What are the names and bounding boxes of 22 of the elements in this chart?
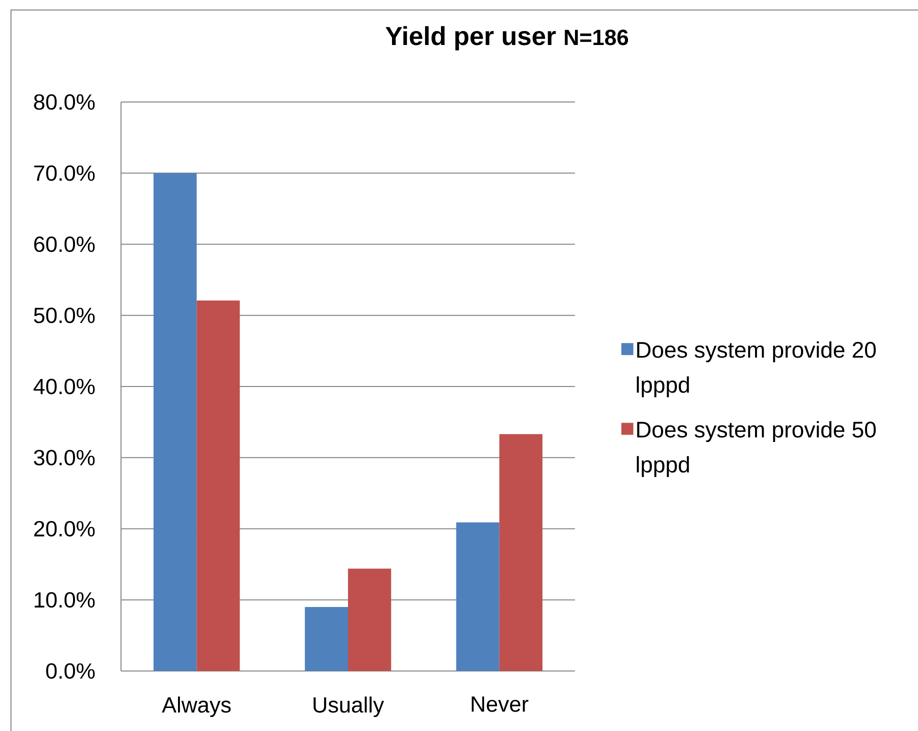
y-tick-label: 60.0% [34,236,95,252]
y-tick-label: 20.0% [34,520,95,537]
y-tick-label: 0.0% [46,663,95,679]
x-tick-label: Usually [314,696,384,718]
legend-label: Does system provide 50 lpppd [636,421,876,478]
bar [456,522,500,671]
bar [196,300,240,671]
x-tick-label: Never [472,696,528,712]
chart-subtitle: N=186 [564,30,628,46]
x-tick-label: Always [162,696,231,718]
y-tick-label: 80.0% [34,94,95,110]
y-tick-label: 10.0% [34,592,95,608]
y-tick-label: 40.0% [34,378,95,394]
bar [304,606,348,671]
bar [348,568,392,671]
y-tick-label: 70.0% [34,165,95,181]
y-tick-label: 50.0% [34,308,95,324]
bar [499,434,542,671]
chart-title: Yield per user [386,26,556,50]
bar [154,173,197,671]
y-tick-label: 30.0% [34,450,95,466]
legend-label: Does system provide 20 lpppd [636,341,876,398]
